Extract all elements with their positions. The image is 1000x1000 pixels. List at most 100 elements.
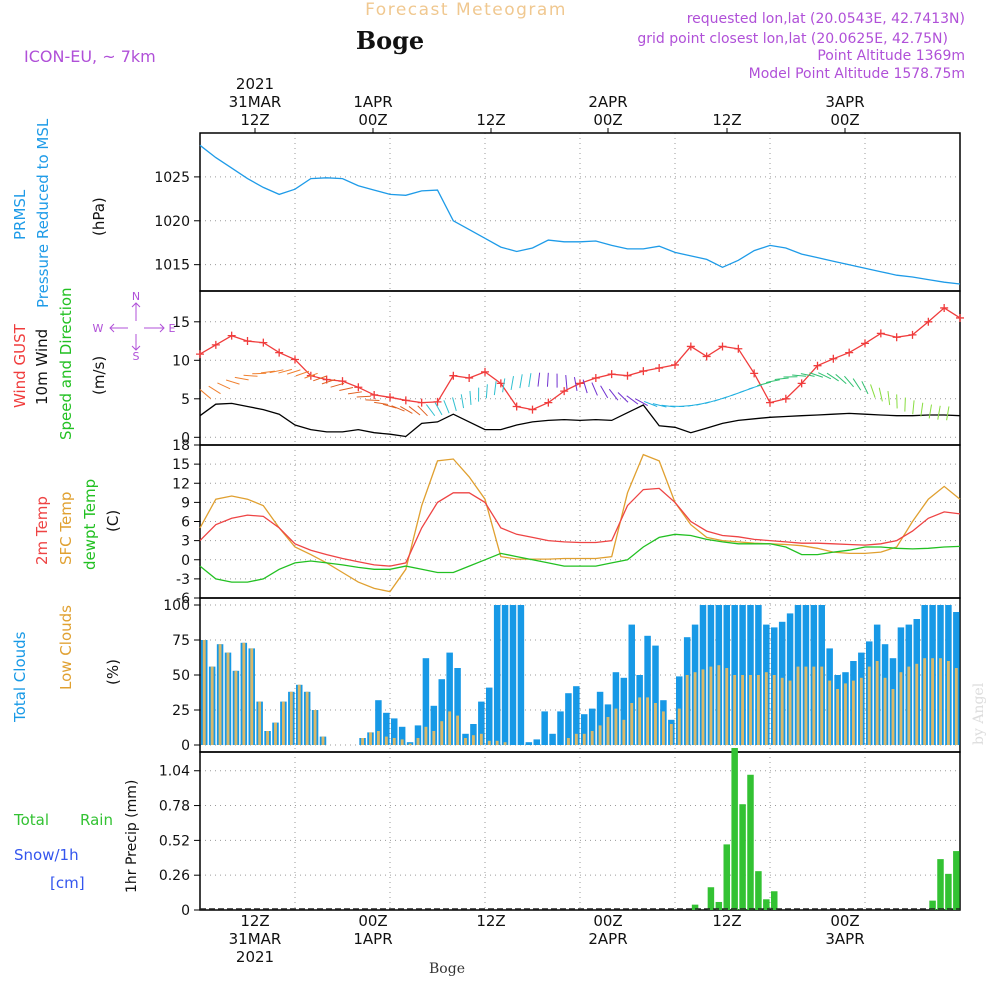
low-cloud-bar [242,642,246,745]
gust-point [750,369,759,378]
low-cloud-bar [717,665,721,745]
wind-arrow [573,377,578,391]
gust-point [481,367,489,376]
low-cloud-bar [772,675,776,745]
bottom-time-label: 00Z [830,912,859,930]
gridpoint-coords: grid point closest lon,lat (20.0625E, 42… [637,31,948,47]
rain-bar [945,873,952,910]
requested-coords: requested lon,lat (20.0543E, 42.7413N) [687,11,965,27]
wind-arrow [946,406,950,421]
y-tick-label: 15 [172,457,190,473]
low-cloud-bar [725,668,729,745]
low-cloud-bar [923,658,927,745]
dewpt-temp-label: dewpt Temp [81,479,99,570]
low-cloud-bar [622,719,626,745]
low-cloud-bar [582,733,586,745]
point-altitude: Point Altitude 1369m [817,48,965,64]
compass-e: E [169,322,176,335]
wind-arrow [765,379,780,383]
compass-w: W [93,322,104,335]
gust-point [227,331,236,340]
temp-labels: 2m Temp SFC Temp dewpt Temp (C) [33,479,122,570]
gust-point [259,338,268,347]
watermark: by Angel [971,682,987,745]
wind-arrow [537,372,541,387]
rain-bar [691,904,699,910]
wind-arrow [626,395,639,405]
low-cloud-bar [820,666,824,745]
y-tick-label: 50 [172,668,190,684]
low-cloud-bar [654,703,657,745]
temp-2m-line [199,487,961,567]
wind-arrow [443,400,450,414]
bottom-time-label: 12Z [712,912,741,930]
compass-s: S [133,350,140,363]
low-cloud-bar [258,701,262,745]
low-cloud-bar [954,668,958,745]
rain-bar [763,899,770,910]
total-cloud-bar [478,701,485,745]
low-cloud-bar [851,680,855,745]
total-cloud-bar [509,605,517,745]
y-tick-label: 25 [172,703,190,719]
low-cloud-bar [495,740,499,745]
low-cloud-bar [788,680,792,745]
wind-10m-line [199,402,961,438]
low-cloud-bar [376,731,380,745]
hpa-unit-label: (hPa) [90,197,108,236]
low-cloud-bar [274,722,277,745]
percent-unit-label: (%) [104,659,122,685]
gust-point [845,348,854,357]
y-tick-label: 0 [181,430,190,446]
gust-point [718,342,727,351]
low-cloud-bar [709,666,713,745]
panel-frame [199,751,961,911]
wind-arrow [861,381,869,395]
low-cloud-bar [836,689,840,745]
chart-title: Forecast Meteogram [365,0,567,20]
total-cloud-bar [454,668,461,745]
wind-arrow [519,374,523,389]
wind-arrow [643,400,658,407]
station-name: Boge [356,26,424,55]
low-cloud-bar [226,652,230,745]
gust-point [386,393,394,402]
total-cloud-bar [517,605,525,745]
top-time-label: 2021 [236,75,274,93]
bottom-time-label: 1APR [353,930,392,948]
total-label: Total [13,811,49,829]
low-cloud-bar [883,677,887,745]
pressure-line [199,144,961,285]
gust-point [211,340,220,349]
wind-arrow [225,379,240,385]
panel-frame [199,132,961,292]
wind-arrow [391,405,405,412]
gust-point [924,317,933,326]
low-cloud-bar [432,731,436,745]
low-cloud-bar [369,732,372,745]
wind-arrow [434,402,443,416]
y-tick-label: 9 [181,495,190,511]
low-cloud-bar [875,661,879,745]
gust-point [401,396,410,405]
wind-arrow [809,372,824,378]
gust-point [908,330,917,339]
gust-point [702,352,711,361]
wind-arrow [234,376,249,381]
cm-unit-label: [cm] [50,874,85,892]
y-tick-label: 1025 [154,170,190,186]
total-cloud-bar [470,724,477,745]
total-cloud-bar [533,739,540,745]
gust-point [861,339,869,348]
gust-point [449,371,458,380]
wind-arrow [469,390,472,405]
sfc-temp-label: SFC Temp [57,492,75,565]
low-cloud-bar [266,731,270,745]
wind-arrow [887,391,891,406]
low-cloud-bar [281,701,285,745]
low-cloud-bar [946,661,950,745]
y-tick-label: 1015 [154,258,190,274]
total-cloud-bar [430,705,438,745]
low-cloud-bar [218,644,222,745]
